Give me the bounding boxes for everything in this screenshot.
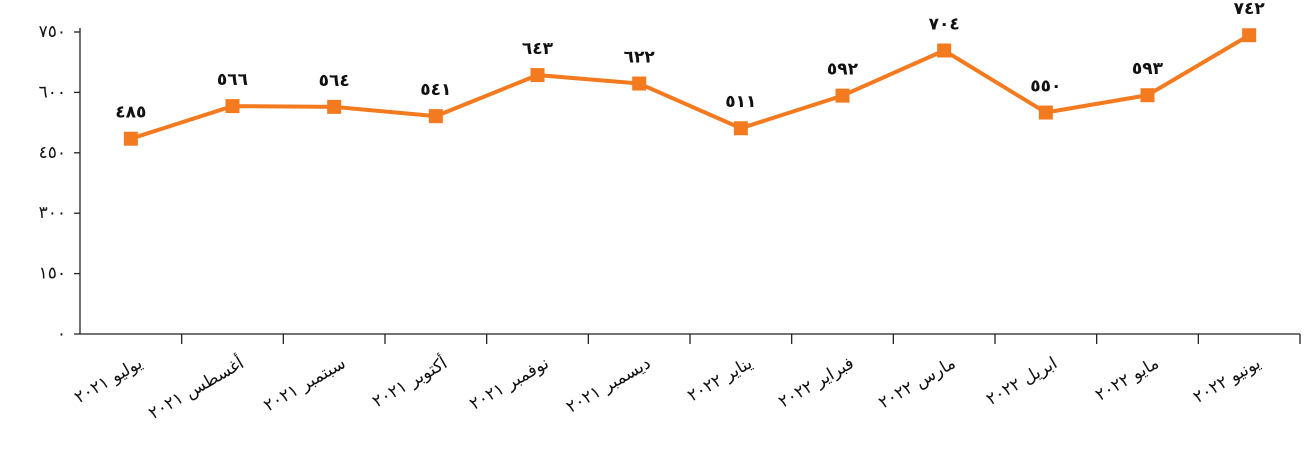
x-tick-label: سبتمبر ٢٠٢١ bbox=[261, 353, 350, 416]
x-tick-label: أغسطس ٢٠٢١ bbox=[144, 352, 247, 424]
y-tick-label: ١٥٠ bbox=[39, 264, 66, 284]
data-label: ٥٦٦ bbox=[217, 70, 248, 90]
marker bbox=[530, 68, 545, 83]
data-label: ٥٩٣ bbox=[1132, 59, 1164, 79]
data-label: ٦٤٣ bbox=[522, 39, 554, 59]
y-tick-label: ٣٠٠ bbox=[39, 203, 66, 223]
x-tick-label: يناير ٢٠٢٢ bbox=[684, 353, 756, 406]
x-tick-label: فبراير ٢٠٢٢ bbox=[775, 353, 857, 412]
x-tick-label: مايو ٢٠٢٢ bbox=[1092, 353, 1162, 405]
marker bbox=[733, 121, 748, 136]
x-tick-label: يوليو ٢٠٢١ bbox=[71, 353, 146, 408]
y-tick-label: ٠ bbox=[57, 324, 66, 344]
x-tick-label: ابريل ٢٠٢٢ bbox=[983, 353, 1061, 410]
x-tick-label: مارس ٢٠٢٢ bbox=[875, 353, 959, 413]
y-tick-label: ٧٥٠ bbox=[39, 22, 66, 42]
marker bbox=[632, 76, 647, 91]
marker bbox=[937, 43, 952, 58]
marker bbox=[428, 109, 443, 124]
x-tick-label: أكتوبر ٢٠٢١ bbox=[368, 352, 451, 412]
data-label: ٥٤١ bbox=[420, 80, 451, 100]
data-label: ٥٦٤ bbox=[319, 71, 350, 91]
y-tick-label: ٤٥٠ bbox=[39, 143, 66, 163]
x-tick-label: نوفمبر ٢٠٢١ bbox=[466, 353, 552, 414]
data-label: ٧٤٢ bbox=[1234, 0, 1266, 19]
data-label: ٥١١ bbox=[725, 92, 756, 112]
marker bbox=[835, 88, 850, 103]
data-label: ٤٨٥ bbox=[115, 103, 146, 123]
marker bbox=[327, 99, 342, 114]
marker bbox=[1140, 88, 1155, 103]
data-label: ٧٠٤ bbox=[929, 15, 960, 35]
marker bbox=[1242, 28, 1257, 43]
data-label: ٥٥٠ bbox=[1030, 77, 1061, 97]
line bbox=[130, 33, 1251, 141]
marker bbox=[1038, 105, 1053, 120]
marker bbox=[225, 99, 240, 114]
x-tick-label: يونيو ٢٠٢٢ bbox=[1190, 353, 1264, 408]
data-label: ٦٢٢ bbox=[624, 48, 656, 68]
data-label: ٥٩٢ bbox=[827, 60, 859, 80]
y-tick-label: ٦٠٠ bbox=[39, 82, 66, 102]
marker bbox=[123, 131, 138, 146]
x-tick-label: ديسمبر ٢٠٢١ bbox=[563, 353, 654, 417]
